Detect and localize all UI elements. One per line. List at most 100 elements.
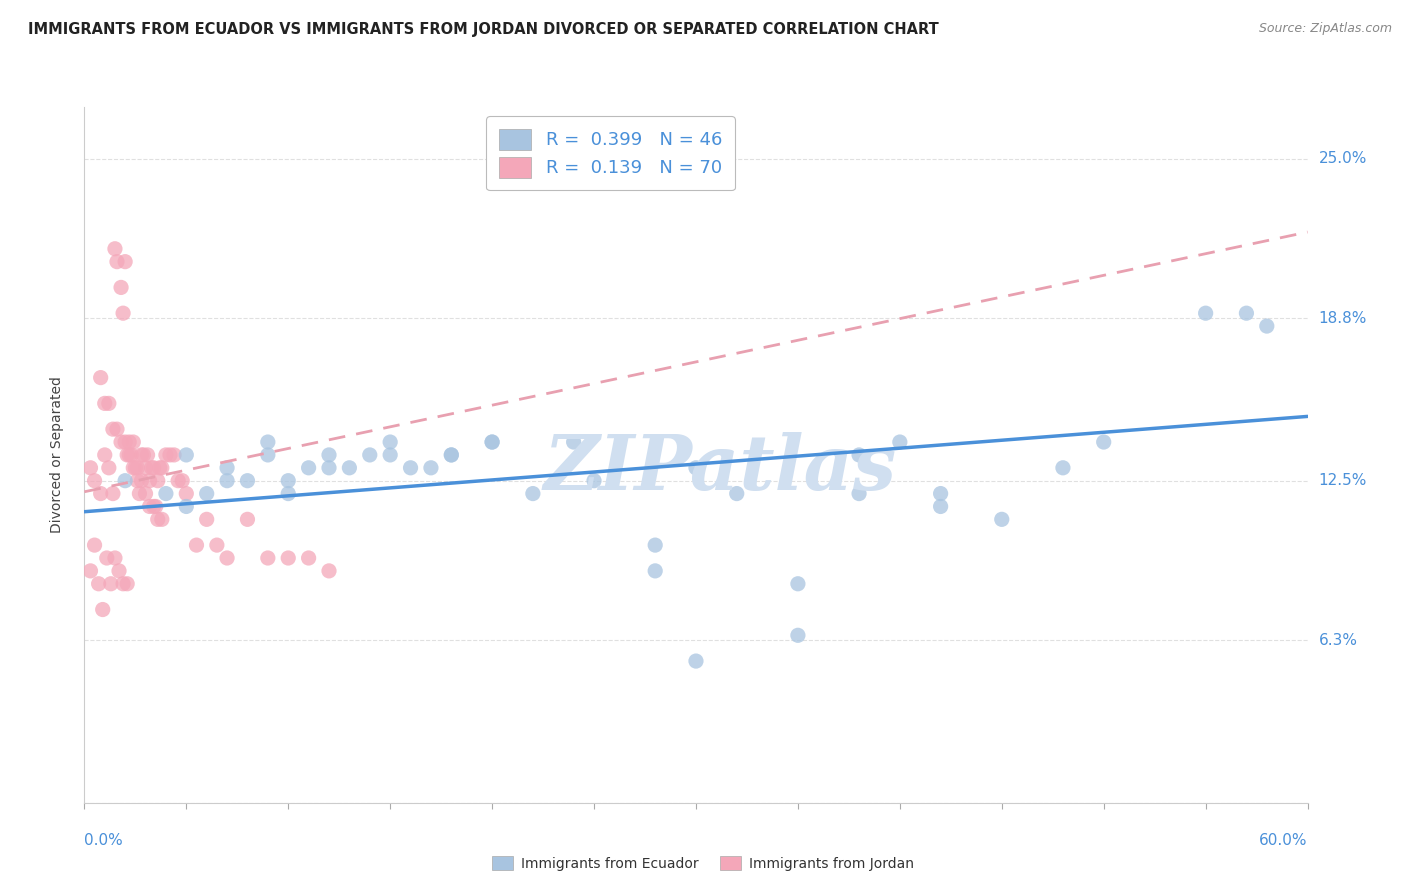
Point	[122, 460, 145, 475]
Point	[236, 512, 259, 526]
Legend: Immigrants from Ecuador, Immigrants from Jordan: Immigrants from Ecuador, Immigrants from…	[486, 850, 920, 876]
Point	[1195, 306, 1218, 320]
Text: 6.3%: 6.3%	[1319, 633, 1358, 648]
Point	[929, 500, 952, 514]
Point	[97, 396, 120, 410]
Point	[159, 448, 181, 462]
Point	[87, 576, 110, 591]
Point	[93, 396, 115, 410]
Point	[685, 654, 707, 668]
Point	[298, 460, 321, 475]
Point	[1052, 460, 1074, 475]
Point	[138, 500, 160, 514]
Point	[318, 460, 340, 475]
Point	[257, 551, 280, 566]
Point	[104, 242, 127, 256]
Point	[174, 448, 197, 462]
Point	[359, 448, 381, 462]
Point	[101, 422, 124, 436]
Point	[205, 538, 228, 552]
Point	[644, 538, 666, 552]
Point	[127, 474, 149, 488]
Point	[115, 448, 138, 462]
Point	[562, 435, 585, 450]
Point	[79, 564, 101, 578]
Point	[155, 486, 177, 500]
Point	[115, 576, 138, 591]
Point	[195, 486, 218, 500]
Point	[1256, 319, 1278, 334]
Point	[440, 448, 463, 462]
Text: IMMIGRANTS FROM ECUADOR VS IMMIGRANTS FROM JORDAN DIVORCED OR SEPARATED CORRELAT: IMMIGRANTS FROM ECUADOR VS IMMIGRANTS FR…	[28, 22, 939, 37]
Point	[136, 448, 159, 462]
Point	[787, 628, 810, 642]
Point	[135, 460, 157, 475]
Y-axis label: Divorced or Separated: Divorced or Separated	[49, 376, 63, 533]
Point	[1234, 306, 1257, 320]
Text: 25.0%: 25.0%	[1319, 151, 1367, 166]
Point	[128, 486, 150, 500]
Point	[277, 551, 299, 566]
Point	[155, 448, 177, 462]
Point	[97, 460, 120, 475]
Point	[118, 448, 141, 462]
Point	[380, 435, 402, 450]
Point	[105, 254, 128, 268]
Point	[150, 512, 173, 526]
Legend: R =  0.399   N = 46, R =  0.139   N = 70: R = 0.399 N = 46, R = 0.139 N = 70	[486, 116, 735, 190]
Point	[112, 306, 135, 320]
Point	[257, 435, 280, 450]
Point	[217, 474, 239, 488]
Point	[145, 500, 167, 514]
Point	[522, 486, 544, 500]
Point	[146, 474, 169, 488]
Point	[848, 448, 870, 462]
Point	[96, 551, 118, 566]
Point	[217, 551, 239, 566]
Text: 18.8%: 18.8%	[1319, 310, 1367, 326]
Point	[146, 512, 169, 526]
Point	[110, 435, 132, 450]
Point	[104, 551, 127, 566]
Point	[685, 460, 707, 475]
Point	[318, 564, 340, 578]
Point	[298, 551, 321, 566]
Point	[889, 435, 911, 450]
Point	[163, 448, 186, 462]
Point	[122, 435, 145, 450]
Point	[138, 474, 160, 488]
Point	[257, 448, 280, 462]
Point	[83, 474, 105, 488]
Point	[105, 422, 128, 436]
Point	[90, 486, 112, 500]
Point	[150, 460, 173, 475]
Point	[277, 474, 299, 488]
Point	[277, 486, 299, 500]
Point	[991, 512, 1014, 526]
Point	[120, 448, 142, 462]
Point	[174, 500, 197, 514]
Point	[142, 460, 165, 475]
Point	[380, 448, 402, 462]
Point	[91, 602, 114, 616]
Point	[725, 486, 748, 500]
Point	[440, 448, 463, 462]
Point	[114, 254, 136, 268]
Point	[167, 474, 190, 488]
Point	[195, 512, 218, 526]
Text: 60.0%: 60.0%	[1260, 833, 1308, 848]
Point	[644, 564, 666, 578]
Text: 0.0%: 0.0%	[84, 833, 124, 848]
Point	[339, 460, 360, 475]
Point	[83, 538, 105, 552]
Point	[929, 486, 952, 500]
Point	[90, 370, 112, 384]
Point	[420, 460, 443, 475]
Point	[1092, 435, 1115, 450]
Text: 12.5%: 12.5%	[1319, 473, 1367, 488]
Point	[110, 280, 132, 294]
Point	[236, 474, 259, 488]
Point	[93, 448, 115, 462]
Point	[318, 448, 340, 462]
Point	[135, 486, 157, 500]
